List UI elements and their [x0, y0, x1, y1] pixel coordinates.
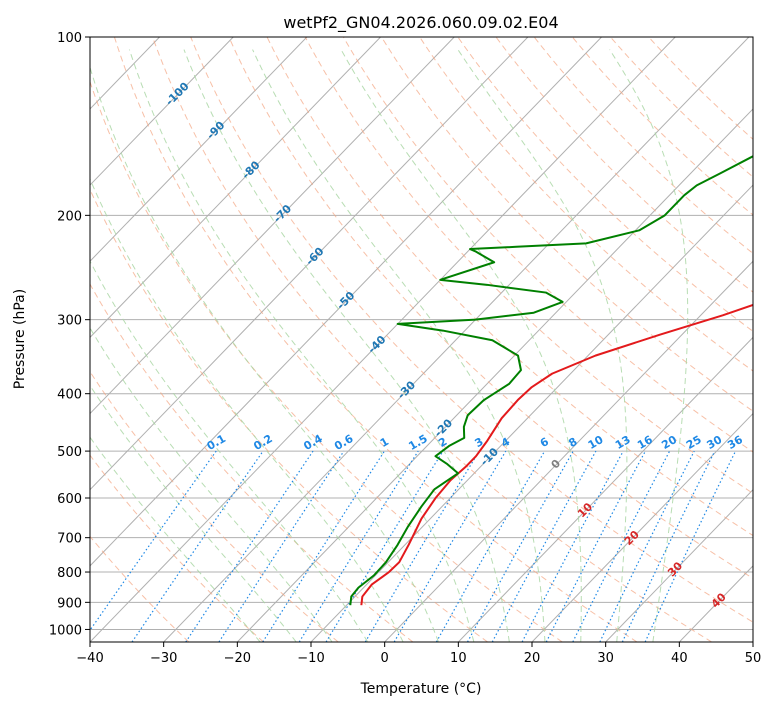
x-tick-label: −30	[150, 651, 177, 666]
y-axis: 100 200 300 400 500 600 700 800 900 1000	[49, 31, 90, 638]
mixing-ratio-line	[466, 450, 574, 642]
isotherm-line	[90, 37, 455, 415]
x-axis: −40 −30 −20 −10 0 10 20 30 40 50	[76, 642, 761, 666]
y-tick-label: 500	[57, 445, 82, 460]
mixing-ratio-line	[599, 450, 695, 642]
x-tick-label: −20	[224, 651, 251, 666]
moist-adiabat-line	[90, 260, 369, 642]
y-axis-label: Pressure (hPa)	[12, 289, 28, 389]
dry-adiabat-line	[648, 37, 753, 140]
y-tick-label: 700	[57, 532, 82, 547]
dry-adiabat-line	[113, 37, 638, 642]
y-tick-label: 1000	[49, 623, 82, 638]
dry-adiabat-line	[419, 37, 753, 372]
moist-adiabat-line	[457, 49, 628, 642]
dry-adiabat-line	[266, 37, 753, 537]
series-layer	[349, 155, 753, 606]
moist-adiabat-line	[340, 49, 582, 642]
dry-adiabat-line	[381, 37, 753, 412]
y-tick-label: 100	[57, 31, 82, 46]
dry-adiabat-line	[228, 37, 753, 580]
isotherm-line	[90, 37, 308, 262]
x-tick-label: 40	[671, 651, 688, 666]
mixing-ratio-line	[262, 450, 385, 642]
dry-adiabat-line	[90, 454, 264, 642]
x-tick-label: 0	[381, 651, 389, 666]
x-tick-label: 50	[745, 651, 762, 666]
moist-adiabat-line	[609, 49, 689, 642]
dry-adiabat-line	[342, 37, 753, 453]
temperature-line	[360, 303, 753, 606]
plot-frame	[89, 36, 754, 643]
dewpoint-line	[349, 155, 753, 606]
moist-adiabat-line	[90, 65, 439, 642]
isotherm-line	[90, 37, 381, 339]
dry-adiabat-line	[495, 37, 753, 293]
mixing-ratio-line	[491, 450, 597, 642]
isotherm-line	[605, 488, 753, 642]
isotherm-line	[90, 37, 676, 642]
mixing-ratio-line	[325, 450, 444, 642]
grid-layer	[90, 37, 753, 642]
mixing-ratio-line	[298, 450, 419, 642]
moist-adiabat-line	[90, 384, 297, 642]
isotherm-line	[90, 37, 602, 567]
dry-adiabat-line	[90, 283, 414, 642]
mixing-ratio-line	[644, 450, 737, 642]
dry-adiabat-line	[304, 37, 753, 494]
x-tick-label: 20	[524, 651, 541, 666]
dry-adiabat-line	[533, 37, 753, 255]
x-axis-label: Temperature (°C)	[360, 681, 482, 697]
x-tick-label: 30	[597, 651, 614, 666]
isotherm-line	[236, 108, 753, 642]
dry-adiabat-line	[90, 188, 488, 642]
dry-adiabat-line	[190, 37, 753, 623]
mixing-ratio-line	[435, 450, 546, 642]
mixing-ratio-line	[621, 450, 716, 642]
x-tick-label: −10	[297, 651, 324, 666]
dry-adiabat-line	[90, 80, 563, 642]
moist-adiabat-line	[90, 177, 404, 642]
isotherm-line	[531, 412, 753, 642]
y-tick-label: 800	[57, 566, 82, 581]
moist-adiabat-line	[90, 436, 261, 642]
x-tick-label: −40	[76, 651, 103, 666]
dry-adiabat-line	[152, 37, 712, 642]
moist-adiabat-line	[90, 327, 333, 642]
isotherm-line	[457, 336, 753, 642]
mixing-ratio-line	[393, 450, 507, 642]
y-tick-label: 200	[57, 209, 82, 224]
isotherm-line	[90, 37, 529, 491]
y-tick-label: 600	[57, 492, 82, 507]
isotherm-line	[163, 37, 750, 642]
y-tick-label: 300	[57, 314, 82, 329]
x-tick-label: 10	[450, 651, 467, 666]
mixing-ratio-line	[131, 450, 264, 642]
y-tick-label: 400	[57, 388, 82, 403]
mixing-ratio-line	[364, 450, 480, 642]
moist-adiabat-line	[128, 49, 475, 642]
isotherm-line	[90, 37, 234, 186]
y-tick-label: 900	[57, 596, 82, 611]
mixing-ratio-line	[90, 450, 217, 632]
moist-adiabat-line	[252, 49, 546, 642]
chart-title: wetPf2_GN04.2026.060.09.02.E04	[283, 13, 558, 33]
isotherm-line	[384, 260, 753, 642]
moist-adiabat-line	[183, 49, 510, 642]
